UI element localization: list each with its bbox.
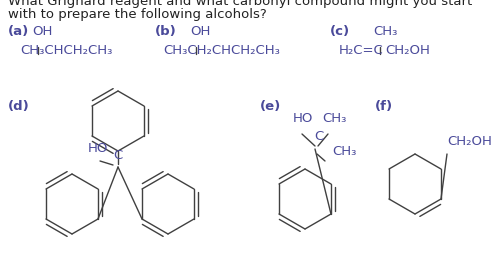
Text: (b): (b)	[155, 25, 177, 38]
Text: OH: OH	[190, 25, 210, 38]
Text: CH₃CH₂CHCH₂CH₃: CH₃CH₂CHCH₂CH₃	[163, 44, 280, 57]
Text: (f): (f)	[375, 100, 393, 113]
Text: CH₃: CH₃	[332, 145, 356, 157]
Text: HO: HO	[88, 141, 108, 154]
Text: HO: HO	[293, 112, 314, 124]
Text: CH₃: CH₃	[322, 112, 346, 124]
Text: (a): (a)	[8, 25, 29, 38]
Text: What Grignard reagent and what carbonyl compound might you start: What Grignard reagent and what carbonyl …	[8, 0, 472, 8]
Text: CH₃CHCH₂CH₃: CH₃CHCH₂CH₃	[20, 44, 112, 57]
Text: with to prepare the following alcohols?: with to prepare the following alcohols?	[8, 8, 267, 21]
Text: CH₂OH: CH₂OH	[385, 44, 430, 57]
Text: C: C	[314, 130, 323, 142]
Text: (e): (e)	[260, 100, 281, 113]
Text: C: C	[113, 148, 122, 161]
Text: (c): (c)	[330, 25, 350, 38]
Text: H₂C=C: H₂C=C	[339, 44, 384, 57]
Text: CH₃: CH₃	[373, 25, 398, 38]
Text: CH₂OH: CH₂OH	[447, 134, 492, 147]
Text: (d): (d)	[8, 100, 30, 113]
Text: OH: OH	[32, 25, 52, 38]
